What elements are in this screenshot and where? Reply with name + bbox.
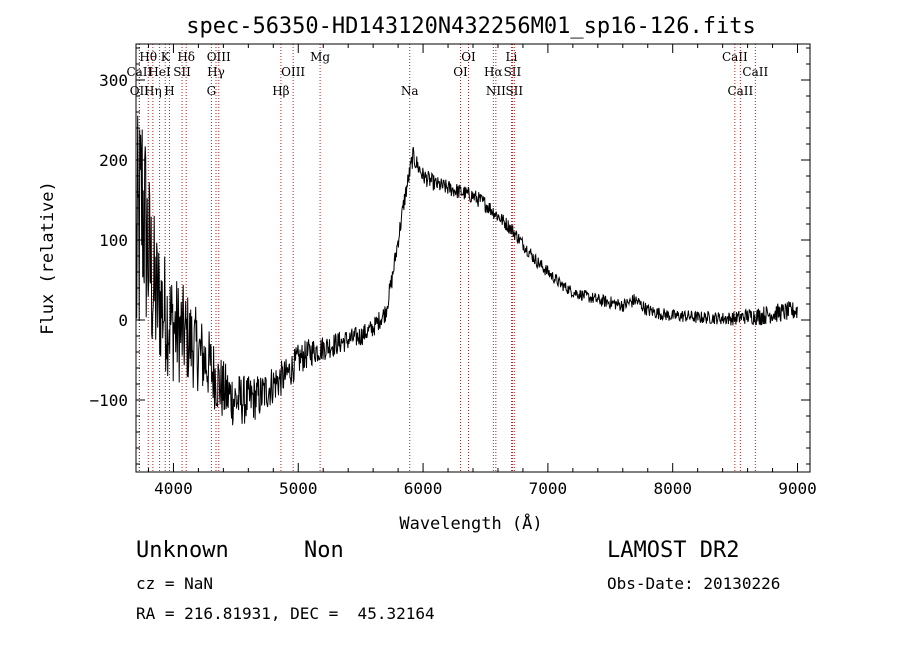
line-marker-label: Hθ: [139, 50, 157, 64]
y-tick-label: 100: [99, 231, 128, 250]
line-marker-label: OI: [453, 65, 468, 79]
spectrum-line: [135, 115, 798, 426]
y-tick-label: 300: [99, 71, 128, 90]
line-marker-label: Hβ: [272, 84, 289, 98]
line-marker-label: OI: [461, 50, 476, 64]
line-marker-label: Na: [401, 84, 419, 98]
coordinates: RA = 216.81931, DEC = 45.32164: [136, 604, 435, 623]
line-marker-label: H: [164, 84, 174, 98]
line-marker-label: CaII: [722, 50, 748, 64]
y-axis-label: Flux (relative): [38, 181, 58, 335]
line-marker-label: SII: [173, 65, 191, 79]
axes: 4000 5000 6000 7000 8000 9000 −100 0 100 200 300: [89, 44, 817, 498]
survey-name: LAMOST DR2: [607, 538, 740, 563]
line-marker-label: CaII: [742, 65, 768, 79]
line-marker-label: K: [161, 50, 171, 64]
line-marker-label: G: [207, 84, 217, 98]
object-class: Unknown: [136, 538, 229, 563]
y-tick-label: −100: [89, 391, 128, 410]
line-marker-label: OIII: [281, 65, 305, 79]
line-marker-label: Li: [506, 50, 518, 64]
observation-date: Obs-Date: 20130226: [607, 574, 781, 593]
x-tick-label: 6000: [404, 479, 443, 498]
x-tick-label: 5000: [279, 479, 318, 498]
x-tick-label: 4000: [154, 479, 193, 498]
x-tick-label: 7000: [529, 479, 568, 498]
object-subclass: Non: [304, 538, 344, 563]
line-marker-label: NII: [486, 84, 506, 98]
line-marker-label: SII: [504, 65, 522, 79]
y-tick-label: 200: [99, 151, 128, 170]
x-tick-label: 9000: [778, 479, 817, 498]
x-tick-label: 8000: [653, 479, 692, 498]
redshift-cz: cz = NaN: [136, 574, 214, 593]
line-marker-label: OII: [130, 84, 150, 98]
line-marker-label: Mg: [310, 50, 330, 64]
line-marker-label: Hγ: [207, 65, 225, 79]
line-marker-label: SII: [505, 84, 523, 98]
spectrum-layer: [135, 115, 798, 426]
line-marker-label: CaII: [727, 84, 753, 98]
x-axis-label: Wavelength (Å): [399, 512, 542, 534]
chart-title: spec-56350-HD143120N432256M01_sp16-126.f…: [186, 14, 756, 39]
line-marker-label: Hδ: [177, 50, 195, 64]
line-marker-label: Hα: [484, 65, 503, 79]
line-marker-label: OIII: [207, 50, 231, 64]
line-marker-label: HeI: [148, 65, 171, 79]
y-tick-label: 0: [118, 311, 128, 330]
line-marker-label: Hη: [144, 84, 162, 98]
